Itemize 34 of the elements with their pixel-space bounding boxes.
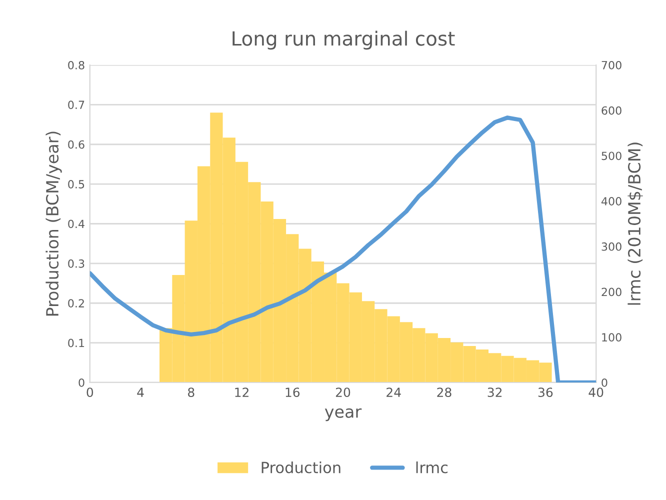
y-tick-label: 0.4	[68, 220, 84, 228]
y2-tick-label: 200	[602, 288, 622, 296]
legend-label: lrmc	[416, 461, 448, 474]
y2-tick-label: 700	[602, 60, 622, 70]
x-tick-label: 0	[86, 388, 94, 398]
y-tick-label: 0.5	[68, 180, 84, 188]
y-tick-label: 0	[78, 378, 84, 387]
y2-tick-label: 500	[602, 152, 622, 160]
y2-axis-title: lrmc (2010M$/BCM)	[628, 142, 643, 305]
y-tick-label: 0.1	[68, 338, 84, 348]
x-tick-label: 8	[188, 388, 194, 398]
y-axis-title: Production (BCM/year)	[46, 132, 62, 316]
x-tick-label: 24	[386, 388, 401, 397]
y2-tick-label: 400	[601, 197, 622, 206]
y2-tick-label: 100	[602, 333, 622, 342]
y-tick-label: 0.3	[68, 259, 84, 268]
x-tick-label: 4	[137, 388, 144, 397]
y2-tick-label: 300	[602, 242, 622, 251]
y-tick-label: 0.7	[68, 100, 84, 110]
y2-tick-label: 0	[602, 378, 608, 387]
x-tick-label: 32	[488, 388, 502, 398]
y-tick-label: 0.8	[68, 60, 84, 70]
x-tick-label: 16	[286, 388, 300, 398]
x-tick-label: 40	[588, 388, 604, 398]
y-tick-label: 0.6	[68, 140, 84, 149]
x-tick-label: 12	[235, 388, 248, 397]
chart-title: Long run marginal cost	[232, 30, 455, 50]
y2-tick-label: 600	[602, 106, 622, 115]
x-tick-label: 20	[336, 388, 350, 398]
x-tick-label: 28	[437, 388, 452, 398]
x-axis-title: year	[324, 408, 362, 422]
x-tick-label: 36	[538, 388, 553, 398]
y-tick-label: 0.2	[68, 299, 84, 308]
legend-label: Production	[262, 461, 340, 474]
